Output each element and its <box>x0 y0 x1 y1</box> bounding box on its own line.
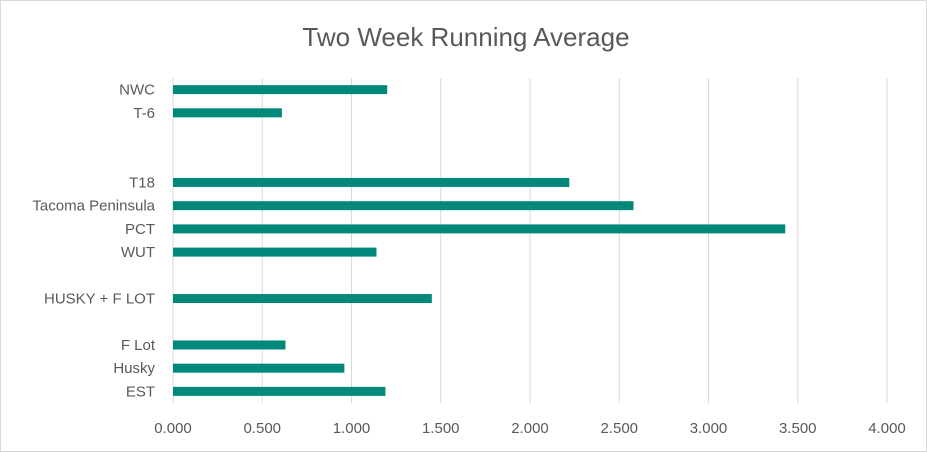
category-label: Husky <box>113 360 155 377</box>
x-axis-ticks: 0.000 0.500 1.000 1.500 2.000 2.500 3.000 3.500… <box>154 420 906 437</box>
chart-title: Two Week Running Average <box>302 22 629 52</box>
x-tick-label: 3.500 <box>779 420 817 437</box>
x-tick-label: 3.000 <box>690 420 728 437</box>
bar <box>173 177 570 187</box>
category-label: T-6 <box>133 105 155 122</box>
x-tick-label: 0.000 <box>154 420 192 437</box>
grid-lines <box>172 78 888 403</box>
category-label: EST <box>126 383 155 400</box>
bar <box>173 201 634 211</box>
x-tick-label: 2.000 <box>511 420 549 437</box>
x-tick-label: 1.500 <box>422 420 460 437</box>
bar <box>173 340 286 350</box>
category-labels: NWC T-6 T18 Tacoma Peninsula PCT WUT HUSKY + F… <box>32 82 155 401</box>
category-label: Tacoma Peninsula <box>32 198 155 215</box>
category-label: T18 <box>129 174 155 191</box>
bar <box>173 247 377 257</box>
category-label: HUSKY + F LOT <box>44 291 155 308</box>
category-label: WUT <box>121 244 155 261</box>
bars <box>173 85 786 396</box>
bar <box>173 224 786 234</box>
x-tick-label: 4.000 <box>868 420 906 437</box>
bar <box>173 85 388 95</box>
category-label: NWC <box>119 82 155 99</box>
bar <box>173 108 282 118</box>
category-label: PCT <box>125 221 155 238</box>
bar <box>173 363 345 373</box>
x-tick-label: 2.500 <box>600 420 638 437</box>
bar <box>173 386 386 396</box>
x-tick-label: 1.000 <box>333 420 371 437</box>
x-tick-label: 0.500 <box>243 420 281 437</box>
category-label: F Lot <box>121 337 156 354</box>
bar <box>173 294 432 304</box>
